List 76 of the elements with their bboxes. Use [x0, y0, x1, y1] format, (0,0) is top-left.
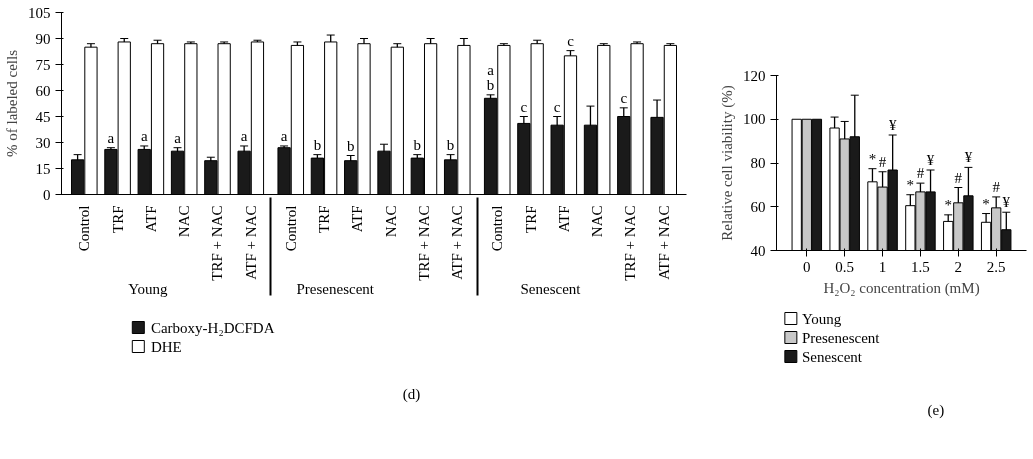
x-tick-label: 2 [954, 258, 963, 275]
y-tick-label: 75 [35, 56, 51, 73]
y-tick-label: 105 [28, 4, 51, 21]
x-tick-label: ATF [142, 205, 159, 233]
data-label: * [906, 176, 915, 193]
x-tick-label: Control [76, 205, 93, 252]
y-axis-title: % of labeled cells [4, 49, 20, 158]
x-tick-label: 0.5 [835, 258, 855, 275]
legend-label: Presenescent [802, 329, 881, 346]
data-label: ¥ [926, 152, 935, 168]
data-label: # [878, 153, 887, 170]
text: (e) [927, 401, 945, 419]
x-tick-label: 1.5 [911, 258, 930, 275]
legend-label: DHE [150, 338, 182, 355]
y-tick-label: 90 [35, 30, 51, 47]
y-tick-label: 120 [743, 67, 766, 84]
y-tick-label: 45 [35, 108, 51, 125]
y-tick-label: 60 [35, 82, 51, 99]
data-label: # [954, 169, 963, 186]
text: Senescent [520, 280, 582, 297]
data-label: a [140, 127, 148, 144]
data-label: c [620, 89, 628, 106]
data-label: b [413, 136, 422, 153]
data-label: # [992, 178, 1001, 195]
x-tick-label: NAC [382, 205, 399, 238]
x-tick-label: NAC [176, 205, 193, 238]
legend-label: Carboxy-H₂DCFDA [150, 319, 275, 336]
data-label: a [240, 127, 248, 144]
data-label: # [916, 165, 925, 182]
data-label: a [107, 129, 115, 146]
x-tick-label: 0 [803, 258, 811, 275]
legend-label: Young [802, 310, 842, 327]
x-tick-label: 2.5 [986, 258, 1006, 275]
data-label: * [868, 150, 877, 167]
x-tick-label: 1 [878, 258, 887, 275]
y-tick-label: 80 [750, 155, 766, 171]
y-axis-title: Relative cell viability (%) [719, 85, 736, 241]
x-tick-label: ATF + NAC [449, 205, 466, 280]
x-tick-label: ATF + NAC [655, 205, 672, 280]
data-label: a [280, 127, 288, 144]
data-label: a [174, 129, 182, 146]
y-tick-label: 0 [43, 186, 51, 203]
x-tick-label: ATF + NAC [242, 205, 259, 280]
x-tick-label: TRF + NAC [622, 205, 639, 281]
y-tick-label: 100 [743, 111, 766, 128]
data-label: ¥ [888, 117, 897, 133]
x-tick-label: TRF [316, 205, 333, 234]
data-label: ¥ [964, 149, 973, 166]
x-tick-label: Control [282, 205, 299, 252]
x-tick-label: ATF [555, 205, 572, 233]
y-tick-label: 60 [750, 198, 766, 215]
text: Presenescent [296, 280, 375, 297]
data-label: c [553, 98, 561, 115]
y-tick-label: 40 [750, 242, 766, 259]
text: Young [128, 280, 169, 297]
data-label: b [313, 136, 322, 153]
data-label: * [944, 196, 952, 213]
x-tick-label: Control [489, 205, 506, 252]
x-axis-title: H₂O₂ concentration (mM) [823, 279, 980, 297]
data-label: b [346, 137, 355, 154]
x-tick-label: TRF [109, 205, 126, 234]
data-label: * [982, 195, 990, 212]
data-label: ¥ [1002, 194, 1011, 211]
data-label: a b [486, 62, 495, 93]
x-tick-label: TRF + NAC [415, 205, 432, 281]
x-tick-label: ATF [349, 205, 366, 233]
data-label: b [446, 136, 455, 153]
y-tick-label: 15 [35, 160, 51, 177]
x-tick-label: TRF [522, 205, 539, 234]
data-label: c [520, 98, 528, 115]
data-label: c [567, 32, 575, 49]
text: (d) [402, 385, 421, 403]
x-tick-label: TRF + NAC [209, 205, 226, 281]
legend-label: Senescent [802, 348, 863, 365]
x-tick-label: NAC [589, 205, 606, 238]
y-tick-label: 30 [35, 134, 51, 151]
